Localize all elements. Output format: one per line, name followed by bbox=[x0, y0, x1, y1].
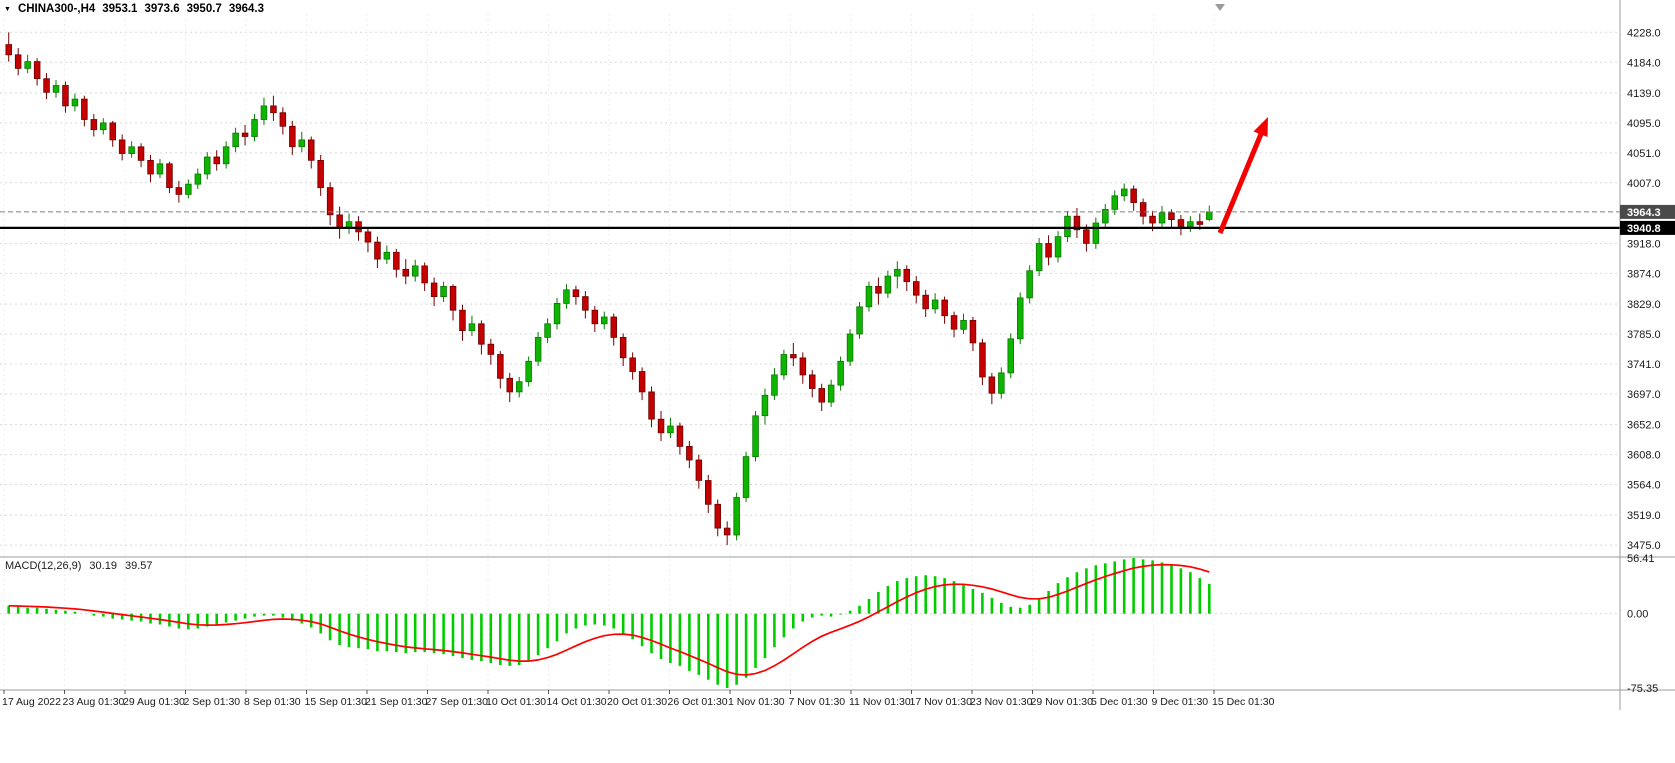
svg-text:0.00: 0.00 bbox=[1627, 609, 1648, 621]
svg-text:14 Oct 01:30: 14 Oct 01:30 bbox=[547, 696, 607, 708]
svg-text:4051.0: 4051.0 bbox=[1627, 148, 1661, 160]
svg-text:20 Oct 01:30: 20 Oct 01:30 bbox=[607, 696, 667, 708]
svg-text:3608.0: 3608.0 bbox=[1627, 450, 1661, 462]
svg-text:4007.0: 4007.0 bbox=[1627, 178, 1661, 190]
chart-shift-marker-icon bbox=[1215, 4, 1225, 11]
svg-text:3785.0: 3785.0 bbox=[1627, 329, 1661, 341]
quote-close: 3964.3 bbox=[228, 3, 265, 15]
trend-arrow[interactable] bbox=[1217, 117, 1268, 234]
svg-text:27 Sep 01:30: 27 Sep 01:30 bbox=[426, 696, 489, 708]
price-tag: 3940.8 bbox=[1620, 220, 1675, 235]
svg-text:15 Sep 01:30: 15 Sep 01:30 bbox=[305, 696, 368, 708]
svg-text:21 Sep 01:30: 21 Sep 01:30 bbox=[365, 696, 428, 708]
svg-text:29 Nov 01:30: 29 Nov 01:30 bbox=[1031, 696, 1094, 708]
svg-text:5 Dec 01:30: 5 Dec 01:30 bbox=[1091, 696, 1148, 708]
svg-text:1 Nov 01:30: 1 Nov 01:30 bbox=[728, 696, 785, 708]
macd-signal-value: 39.57 bbox=[124, 560, 153, 572]
svg-text:8 Sep 01:30: 8 Sep 01:30 bbox=[244, 696, 301, 708]
svg-text:3918.0: 3918.0 bbox=[1627, 239, 1661, 251]
macd-value: 30.19 bbox=[89, 560, 117, 572]
svg-text:3964.3: 3964.3 bbox=[1627, 207, 1661, 219]
symbol-dropdown-icon[interactable]: ▼ bbox=[4, 5, 11, 13]
svg-text:3564.0: 3564.0 bbox=[1627, 480, 1661, 492]
quote-low: 3950.7 bbox=[186, 3, 222, 15]
svg-text:10 Oct 01:30: 10 Oct 01:30 bbox=[486, 696, 546, 708]
svg-text:3697.0: 3697.0 bbox=[1627, 389, 1661, 401]
svg-text:23 Aug 01:30: 23 Aug 01:30 bbox=[63, 696, 125, 708]
svg-text:29 Aug 01:30: 29 Aug 01:30 bbox=[123, 696, 185, 708]
svg-text:4095.0: 4095.0 bbox=[1627, 118, 1661, 130]
svg-text:56.41: 56.41 bbox=[1627, 553, 1655, 565]
macd-panel bbox=[7, 558, 1211, 688]
svg-text:2 Sep 01:30: 2 Sep 01:30 bbox=[184, 696, 241, 708]
svg-text:3741.0: 3741.0 bbox=[1627, 359, 1661, 371]
svg-text:3519.0: 3519.0 bbox=[1627, 510, 1661, 522]
symbol-label: CHINA300-,H4 bbox=[17, 3, 96, 15]
svg-text:4139.0: 4139.0 bbox=[1627, 88, 1661, 100]
grid bbox=[0, 14, 1620, 690]
svg-text:3475.0: 3475.0 bbox=[1627, 540, 1661, 552]
frame bbox=[0, 0, 1675, 710]
ohlc-quote: ▼ CHINA300-,H4 3953.1 3973.6 3950.7 3964… bbox=[4, 3, 264, 15]
svg-text:4228.0: 4228.0 bbox=[1627, 27, 1661, 39]
candles bbox=[5, 32, 1213, 546]
svg-text:3874.0: 3874.0 bbox=[1627, 268, 1661, 280]
level-lines bbox=[0, 211, 1620, 229]
svg-text:3940.8: 3940.8 bbox=[1627, 223, 1661, 235]
svg-text:23 Nov 01:30: 23 Nov 01:30 bbox=[970, 696, 1033, 708]
price-tag: 3964.3 bbox=[1620, 204, 1675, 219]
svg-text:26 Oct 01:30: 26 Oct 01:30 bbox=[668, 696, 728, 708]
svg-text:9 Dec 01:30: 9 Dec 01:30 bbox=[1152, 696, 1209, 708]
svg-text:15 Dec 01:30: 15 Dec 01:30 bbox=[1212, 696, 1275, 708]
price-axis: 4228.0 4184.0 4139.0 4095.0 4051.0 4007.0 3918… bbox=[1620, 27, 1675, 695]
svg-text:17 Nov 01:30: 17 Nov 01:30 bbox=[910, 696, 973, 708]
svg-text:3652.0: 3652.0 bbox=[1627, 420, 1661, 432]
quote-open: 3953.1 bbox=[102, 3, 138, 15]
macd-name: MACD(12,26,9) bbox=[5, 560, 82, 572]
svg-text:3829.0: 3829.0 bbox=[1627, 299, 1661, 311]
macd-indicator-label: MACD(12,26,9) 30.19 39.57 bbox=[5, 560, 152, 572]
svg-text:11 Nov 01:30: 11 Nov 01:30 bbox=[849, 696, 911, 708]
quote-high: 3973.6 bbox=[144, 3, 180, 15]
svg-text:4184.0: 4184.0 bbox=[1627, 57, 1661, 69]
svg-text:7 Nov 01:30: 7 Nov 01:30 bbox=[789, 696, 846, 708]
svg-text:17 Aug 2022: 17 Aug 2022 bbox=[2, 696, 61, 708]
svg-text:-75.35: -75.35 bbox=[1627, 683, 1658, 695]
